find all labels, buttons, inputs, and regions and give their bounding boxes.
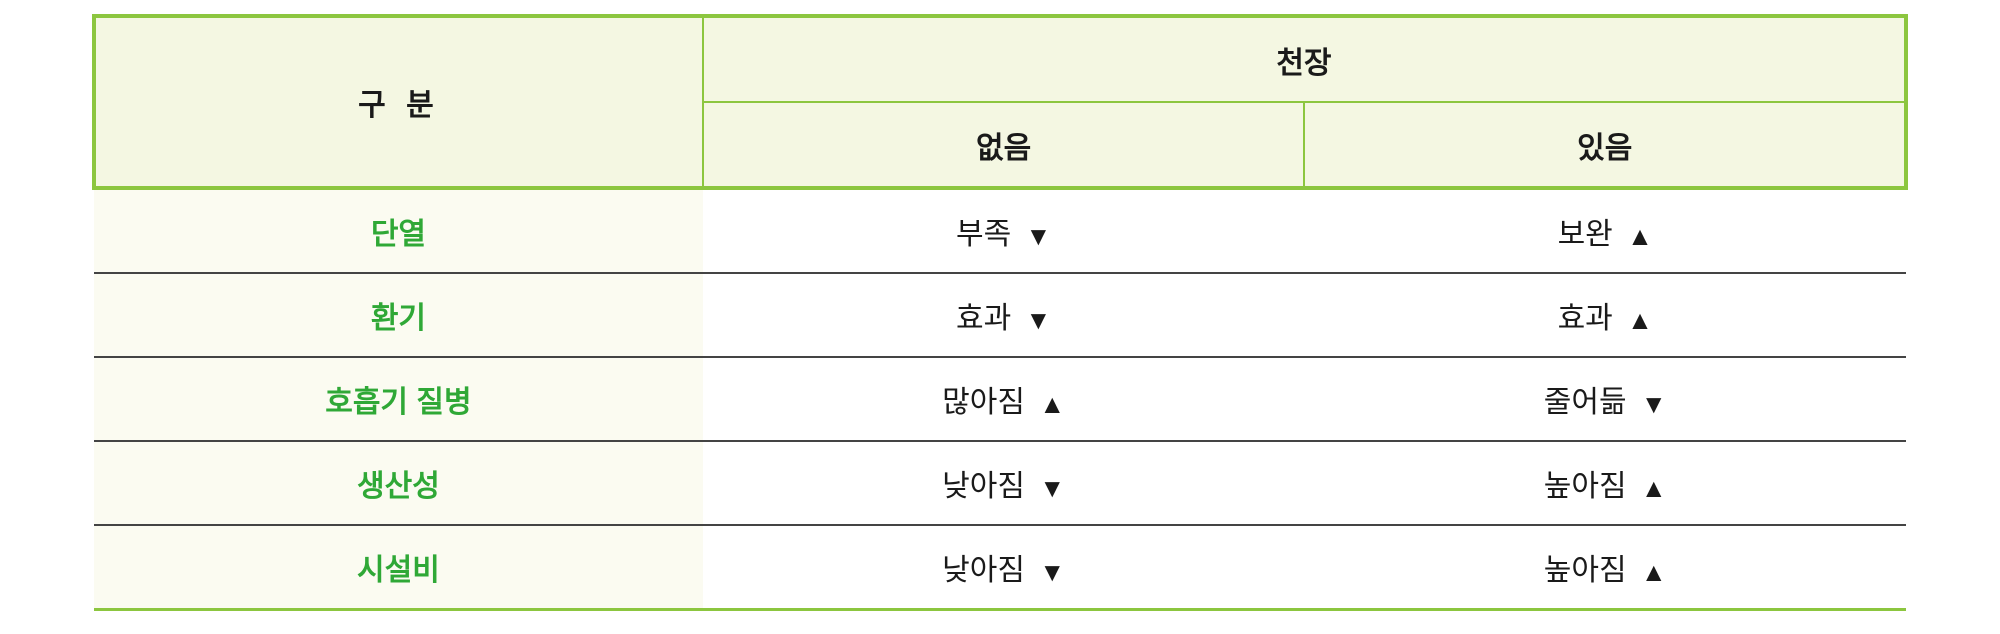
cell-none: 낮아짐 ▼ [703,441,1305,525]
arrow-down-icon: ▼ [1026,307,1052,333]
arrow-up-icon: ▲ [1039,391,1065,417]
cell-yes: 높아짐 ▲ [1304,441,1906,525]
table-body: 단열 부족 ▼ 보완 ▲ 환기 효과 ▼ 효과 ▲ [94,188,1906,610]
cell-text: 많아짐 [942,386,1025,419]
arrow-up-icon: ▲ [1627,307,1653,333]
arrow-up-icon: ▲ [1641,559,1667,585]
cell-none: 효과 ▼ [703,273,1305,357]
table-row: 단열 부족 ▼ 보완 ▲ [94,188,1906,273]
arrow-up-icon: ▲ [1627,223,1653,249]
row-label: 생산성 [94,441,703,525]
cell-yes: 보완 ▲ [1304,188,1906,273]
cell-text: 높아짐 [1544,554,1627,587]
arrow-down-icon: ▼ [1026,223,1052,249]
table-row: 호흡기 질병 많아짐 ▲ 줄어듦 ▼ [94,357,1906,441]
table-row: 시설비 낮아짐 ▼ 높아짐 ▲ [94,525,1906,610]
cell-text: 줄어듦 [1544,386,1627,419]
cell-none: 부족 ▼ [703,188,1305,273]
table-row: 생산성 낮아짐 ▼ 높아짐 ▲ [94,441,1906,525]
table-container: 구 분 천장 없음 있음 단열 부족 ▼ 보완 ▲ 환기 [0,0,2000,634]
cell-yes: 효과 ▲ [1304,273,1906,357]
cell-none: 낮아짐 ▼ [703,525,1305,610]
header-none: 없음 [703,102,1305,188]
cell-text: 낮아짐 [942,470,1025,503]
cell-text: 부족 [956,218,1011,251]
comparison-table: 구 분 천장 없음 있음 단열 부족 ▼ 보완 ▲ 환기 [92,14,1908,611]
cell-text: 낮아짐 [942,554,1025,587]
header-ceiling: 천장 [703,16,1906,102]
cell-text: 효과 [956,302,1011,335]
row-label: 단열 [94,188,703,273]
arrow-down-icon: ▼ [1641,391,1667,417]
table-row: 환기 효과 ▼ 효과 ▲ [94,273,1906,357]
row-label: 환기 [94,273,703,357]
cell-text: 보완 [1558,218,1613,251]
arrow-down-icon: ▼ [1039,559,1065,585]
cell-none: 많아짐 ▲ [703,357,1305,441]
row-label: 호흡기 질병 [94,357,703,441]
cell-text: 효과 [1558,302,1613,335]
header-yes: 있음 [1304,102,1906,188]
table-header: 구 분 천장 없음 있음 [94,16,1906,188]
header-category: 구 분 [94,16,703,188]
arrow-up-icon: ▲ [1641,475,1667,501]
cell-text: 높아짐 [1544,470,1627,503]
arrow-down-icon: ▼ [1039,475,1065,501]
cell-yes: 줄어듦 ▼ [1304,357,1906,441]
cell-yes: 높아짐 ▲ [1304,525,1906,610]
row-label: 시설비 [94,525,703,610]
